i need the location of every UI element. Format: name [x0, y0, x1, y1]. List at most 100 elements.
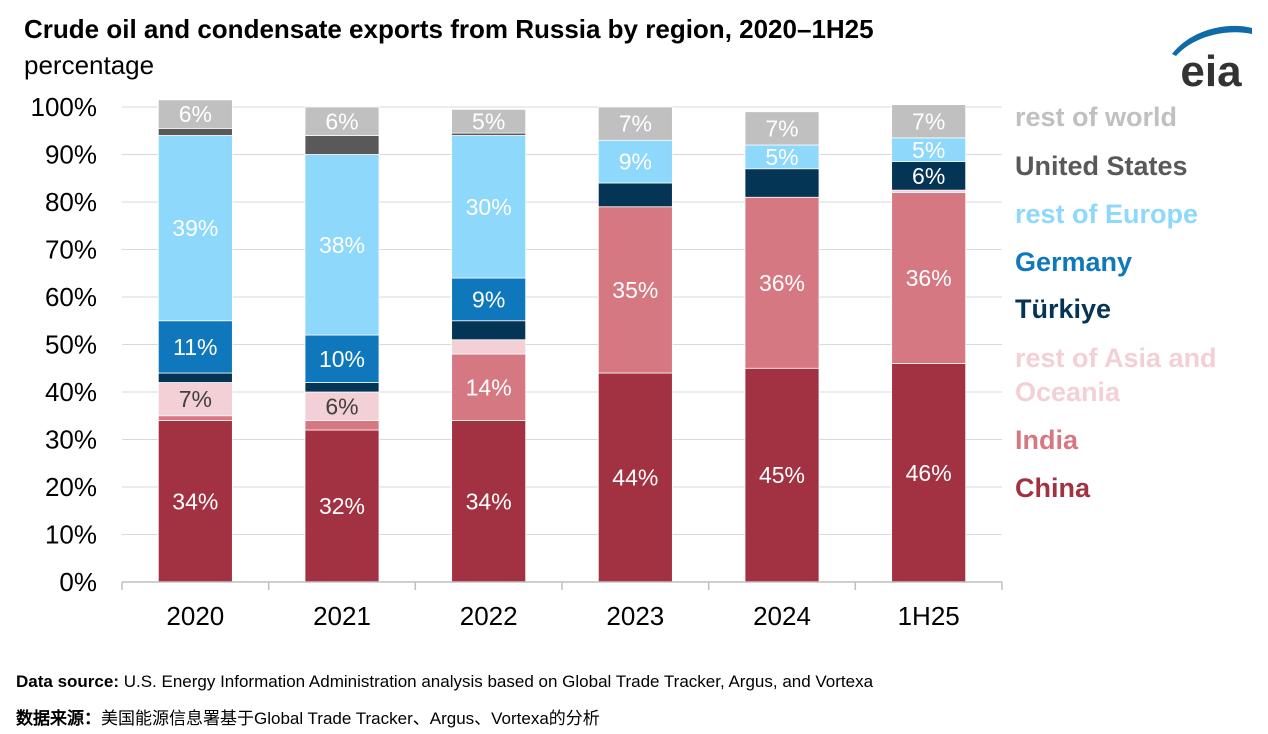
- bar-segment: [891, 161, 967, 191]
- bar-segment: [304, 334, 380, 383]
- x-tick-label: 2024: [753, 601, 811, 631]
- y-tick-label: 90%: [45, 140, 97, 170]
- y-tick-label: 40%: [45, 377, 97, 407]
- chart-title: Crude oil and condensate exports from Ru…: [24, 14, 874, 44]
- bar-segment: [744, 196, 820, 369]
- bar-segment: [597, 106, 673, 141]
- bar-data-label: 6%: [325, 393, 358, 419]
- bar-segment: [891, 104, 967, 139]
- gridlines: [122, 106, 1002, 535]
- bar-data-label: 34%: [466, 488, 512, 514]
- bar-data-label: 7%: [912, 108, 945, 134]
- bar-segment: [304, 429, 380, 583]
- data-source-text-zh: 美国能源信息署基于Global Trade Tracker、Argus、Vort…: [101, 709, 600, 728]
- bar-data-label: 7%: [619, 111, 652, 137]
- x-tick-label: 2020: [166, 601, 224, 631]
- bar-data-label: 32%: [319, 493, 365, 519]
- legend: rest of world United States rest of Europe…: [1015, 102, 1217, 503]
- bar-data-label: 34%: [172, 488, 218, 514]
- chart-subtitle: percentage: [24, 50, 155, 80]
- data-source-english: Data source: U.S. Energy Information Adm…: [16, 672, 873, 692]
- bar-segment: [597, 182, 673, 208]
- x-tick-label: 1H25: [898, 601, 960, 631]
- bar-data-labels: 34% 7% 11% 39% 6% 32% 6% 10% 38% 6% 34% 14% 9% 30% 5% 4…: [172, 101, 951, 519]
- legend-entry: Germany: [1015, 247, 1132, 277]
- data-source-label-zh: 数据来源：: [16, 709, 101, 728]
- bar-data-label: 46%: [906, 460, 952, 486]
- bar-data-label: 6%: [912, 163, 945, 189]
- bar-segment: [157, 372, 233, 383]
- y-tick-label: 70%: [45, 235, 97, 265]
- bar-data-label: 45%: [759, 462, 805, 488]
- y-tick-label: 60%: [45, 282, 97, 312]
- bar-segment: [157, 415, 233, 421]
- bar-data-label: 6%: [325, 108, 358, 134]
- bar-data-label: 30%: [466, 194, 512, 220]
- stacked-bar-chart: 0% 10% 20% 30% 40% 50% 60% 70% 80% 90% 100% 34% 7% 1…: [31, 92, 1217, 631]
- eia-logo: eia: [1172, 25, 1252, 90]
- bar-segment: [304, 135, 380, 155]
- bar-segment: [451, 339, 527, 355]
- bar-segment: [891, 192, 967, 364]
- legend-entry: Türkiye: [1015, 294, 1111, 324]
- bar-segment: [744, 111, 820, 146]
- bar-data-label: 11%: [173, 334, 217, 360]
- bar-segment: [157, 99, 233, 129]
- legend-entry: United States: [1015, 151, 1188, 181]
- bar-segment: [304, 154, 380, 336]
- bar-segment: [157, 135, 233, 322]
- x-axis: 2020 2021 2022 2023 2024 1H25: [121, 581, 1003, 631]
- x-tick-label: 2023: [606, 601, 664, 631]
- bar-segment: [157, 420, 233, 583]
- legend-entry: India: [1015, 425, 1079, 455]
- bar-data-label: 5%: [765, 144, 798, 170]
- bar-data-label: 10%: [319, 346, 365, 372]
- legend-entry: China: [1015, 473, 1091, 503]
- bar-segment: [891, 363, 967, 583]
- bar-segment: [451, 320, 527, 341]
- bar-data-label: 7%: [179, 386, 212, 412]
- logo-swoosh: [1172, 25, 1252, 56]
- bar-data-label: 7%: [765, 115, 798, 141]
- bar-data-label: 6%: [179, 101, 212, 127]
- bar-segment: [304, 382, 380, 393]
- y-axis: 0% 10% 20% 30% 40% 50% 60% 70% 80% 90% 100%: [31, 92, 98, 597]
- bars: [157, 99, 967, 583]
- bar-segment: [451, 135, 527, 279]
- bar-data-label: 36%: [759, 270, 805, 296]
- data-source-label: Data source:: [16, 672, 119, 691]
- y-tick-label: 10%: [45, 520, 97, 550]
- legend-entry: rest of Europe: [1015, 199, 1198, 229]
- bar-segment: [597, 139, 673, 184]
- bar-segment: [304, 391, 380, 421]
- bar-segment: [451, 109, 527, 134]
- bar-segment: [597, 206, 673, 374]
- bar-segment: [744, 168, 820, 198]
- y-tick-label: 80%: [45, 187, 97, 217]
- bar-data-label: 5%: [912, 137, 945, 163]
- bar-segment: [451, 420, 527, 583]
- data-source-text: U.S. Energy Information Administration a…: [118, 672, 874, 691]
- bar-data-label: 14%: [466, 374, 512, 400]
- x-tick-label: 2021: [313, 601, 371, 631]
- bar-data-label: 35%: [612, 277, 658, 303]
- y-tick-label: 0%: [59, 567, 97, 597]
- y-tick-label: 100%: [31, 92, 98, 122]
- bar-segment: [451, 353, 527, 421]
- bar-data-label: 44%: [612, 465, 658, 491]
- bar-data-label: 38%: [319, 232, 365, 258]
- bar-data-label: 36%: [906, 265, 952, 291]
- y-tick-label: 20%: [45, 472, 97, 502]
- legend-entry: rest of Asia and Oceania: [1015, 343, 1217, 407]
- bar-segment: [597, 372, 673, 583]
- bar-data-label: 9%: [619, 149, 652, 175]
- bar-segment: [304, 106, 380, 136]
- y-tick-label: 30%: [45, 425, 97, 455]
- y-tick-label: 50%: [45, 330, 97, 360]
- bar-segment: [157, 320, 233, 374]
- bar-segment: [304, 420, 380, 431]
- logo-text: eia: [1180, 47, 1242, 90]
- bar-data-label: 5%: [472, 108, 505, 134]
- bar-segment: [157, 128, 233, 136]
- data-source-chinese: 数据来源：美国能源信息署基于Global Trade Tracker、Argus…: [16, 704, 600, 729]
